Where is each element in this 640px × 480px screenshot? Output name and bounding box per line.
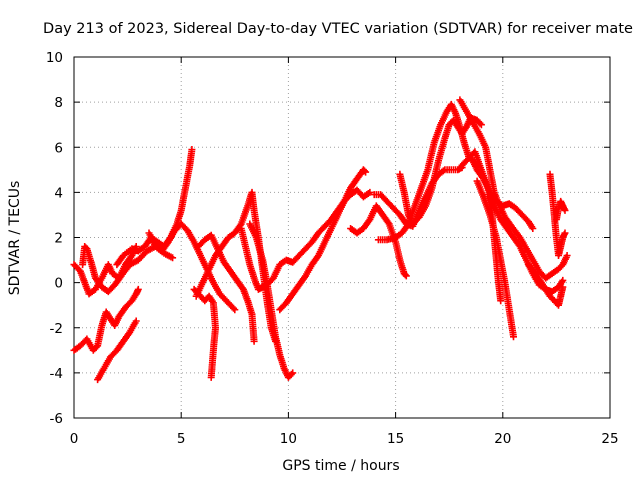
x-tick-label: 5 bbox=[177, 431, 186, 447]
tick-layer bbox=[73, 56, 611, 419]
chart-title: Day 213 of 2023, Sidereal Day-to-day VTE… bbox=[43, 21, 633, 37]
x-tick-label: 0 bbox=[70, 431, 79, 447]
series-layer bbox=[70, 96, 571, 384]
series-marker-path bbox=[456, 96, 571, 282]
series-pass-02 bbox=[94, 317, 140, 384]
series-marker-path bbox=[94, 317, 140, 384]
tick-label-layer: 0 5 10 15 20 25 -6 -4 -2 0 2 4 6 8 10 bbox=[46, 50, 619, 447]
series-pass-20 bbox=[473, 177, 517, 341]
series-marker-path bbox=[70, 285, 142, 354]
grid-layer bbox=[74, 57, 610, 418]
y-tick-label: 8 bbox=[54, 95, 63, 111]
x-tick-label: 15 bbox=[387, 431, 404, 447]
series-marker-path bbox=[190, 285, 219, 381]
series-marker-path bbox=[194, 231, 258, 345]
series-marker-path bbox=[70, 243, 140, 298]
y-tick-label: -4 bbox=[50, 366, 63, 382]
x-tick-label: 25 bbox=[601, 431, 618, 447]
series-pass-17 bbox=[456, 96, 571, 282]
series-marker-path bbox=[525, 261, 567, 309]
y-tick-label: 2 bbox=[54, 231, 63, 247]
x-tick-label: 10 bbox=[280, 431, 297, 447]
series-pass-01 bbox=[70, 285, 142, 354]
y-axis-label: SDTVAR / TECUs bbox=[7, 181, 23, 296]
series-pass-21 bbox=[525, 261, 567, 309]
series-marker-path bbox=[473, 177, 517, 341]
y-tick-label: -6 bbox=[50, 411, 63, 427]
x-tick-label: 20 bbox=[494, 431, 511, 447]
series-marker-path bbox=[546, 170, 569, 259]
x-axis-label: GPS time / hours bbox=[282, 458, 399, 474]
series-pass-08 bbox=[194, 231, 258, 345]
series-marker-path bbox=[246, 220, 297, 381]
series-pass-23 bbox=[552, 197, 569, 223]
series-marker-path bbox=[552, 197, 569, 223]
y-tick-label: 4 bbox=[54, 185, 63, 201]
series-pass-12 bbox=[276, 166, 370, 314]
y-tick-label: 6 bbox=[54, 140, 63, 156]
y-tick-label: 10 bbox=[46, 50, 63, 66]
series-pass-10 bbox=[246, 220, 297, 381]
y-tick-label: 0 bbox=[54, 276, 63, 292]
series-pass-07 bbox=[190, 285, 219, 381]
series-pass-03 bbox=[70, 243, 140, 298]
series-pass-22 bbox=[546, 170, 569, 259]
y-tick-label: -2 bbox=[50, 321, 63, 337]
series-marker-path bbox=[276, 166, 370, 314]
